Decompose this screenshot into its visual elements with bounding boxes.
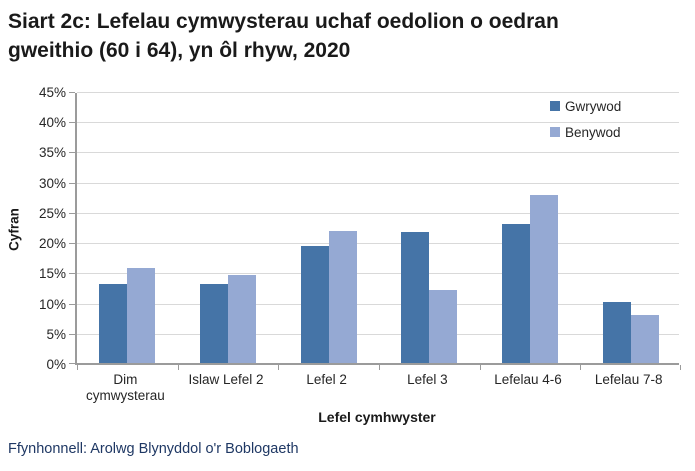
bar-gwrywod [602, 301, 631, 363]
gridline [77, 303, 679, 305]
legend-item: Gwrywod [550, 98, 621, 114]
x-axis-title: Lefel cymhwyster [318, 409, 436, 425]
x-axis-tick [77, 365, 78, 370]
legend-label: Benywod [565, 124, 621, 140]
y-tick-label: 0% [46, 357, 66, 372]
gridline [77, 182, 679, 184]
bar-benywod [328, 230, 357, 363]
y-tick-label: 25% [38, 205, 66, 221]
x-tick-label: Lefel 2 [306, 372, 347, 387]
bar-benywod [529, 194, 558, 363]
y-axis-tick [69, 122, 75, 124]
gridline [77, 92, 679, 93]
bar-group [480, 93, 581, 363]
y-axis-tick [69, 152, 75, 154]
y-tick-label: 40% [38, 115, 66, 131]
x-axis-tick [178, 365, 179, 370]
bar-group [580, 93, 681, 363]
legend-item: Benywod [550, 124, 621, 140]
x-axis-tick [480, 365, 481, 370]
y-axis-tick [69, 303, 75, 305]
y-tick-label: 10% [38, 296, 66, 312]
bar-gwrywod [401, 231, 430, 363]
gridline [77, 122, 679, 124]
y-tick-label: 15% [38, 266, 66, 282]
y-axis-tick [69, 363, 75, 364]
x-tick-label: Dim cymwysterau [85, 372, 165, 404]
y-axis-tick [69, 92, 75, 93]
gridline [77, 243, 679, 245]
y-tick-label: 5% [46, 326, 66, 342]
source-note: Ffynhonnell: Arolwg Blynyddol o'r Boblog… [8, 441, 299, 457]
x-axis-tick [680, 365, 681, 370]
bar-gwrywod [501, 223, 530, 363]
y-axis-tick [69, 273, 75, 275]
plot-area: Gwrywod Benywod [69, 92, 681, 370]
bar-benywod [227, 275, 256, 363]
legend: Gwrywod Benywod [550, 98, 621, 150]
bar-gwrywod [199, 284, 228, 363]
bar-gwrywod [300, 245, 329, 363]
bar-benywod [429, 289, 458, 363]
legend-swatch-gwrywod [550, 101, 560, 111]
y-axis-tick [69, 243, 75, 245]
bar-group [77, 93, 178, 363]
y-axis-tick-labels: 0% 5% 10% 15% 20% 25% 30% 35% 40% 45% [0, 85, 66, 372]
y-tick-label: 45% [38, 85, 66, 100]
chart-title: Siart 2c: Lefelau cymwysterau uchaf oedo… [8, 10, 559, 62]
gridline [77, 333, 679, 335]
x-axis-tick [580, 365, 581, 370]
y-tick-label: 20% [38, 236, 66, 252]
y-axis-tick [69, 333, 75, 335]
x-tick-label: Lefelau 4-6 [494, 372, 562, 387]
y-axis-tick [69, 212, 75, 214]
gridline [77, 212, 679, 214]
bar-benywod [127, 267, 156, 363]
bar-gwrywod [99, 284, 128, 363]
bar-benywod [630, 314, 659, 363]
x-tick-label: Lefelau 7-8 [594, 372, 663, 387]
legend-swatch-benywod [550, 127, 560, 137]
x-tick-label: Lefel 3 [407, 372, 448, 387]
gridline [77, 273, 679, 275]
x-axis-tick [379, 365, 380, 370]
x-tick-label: Islaw Lefel 2 [188, 372, 264, 387]
legend-label: Gwrywod [565, 98, 622, 114]
bar-group [278, 93, 379, 363]
y-axis-tick [69, 182, 75, 184]
x-axis-tick-labels: Dim cymwysterau Islaw Lefel 2 Lefel 2 Lefel… [75, 372, 679, 405]
gridline [77, 152, 679, 154]
bar-group [178, 93, 279, 363]
y-tick-label: 35% [38, 145, 66, 161]
y-tick-label: 30% [38, 175, 66, 191]
bar-group [379, 93, 480, 363]
x-axis-tick [278, 365, 279, 370]
